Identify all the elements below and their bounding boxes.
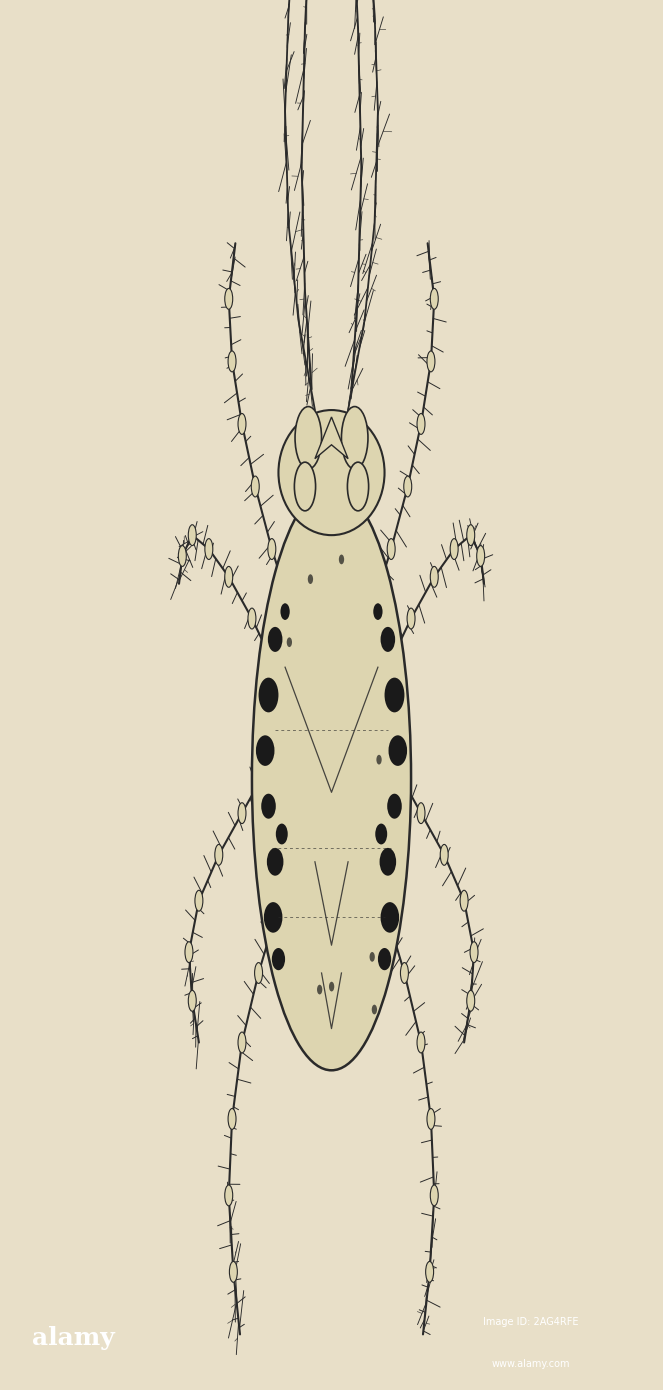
- Ellipse shape: [264, 902, 282, 933]
- Ellipse shape: [385, 677, 404, 713]
- Ellipse shape: [259, 677, 278, 713]
- Ellipse shape: [205, 539, 213, 560]
- Ellipse shape: [369, 952, 375, 962]
- Text: Image ID: 2AG4RFE: Image ID: 2AG4RFE: [483, 1318, 578, 1327]
- Ellipse shape: [440, 845, 448, 865]
- Ellipse shape: [248, 609, 256, 628]
- Ellipse shape: [188, 525, 196, 546]
- Ellipse shape: [215, 845, 223, 865]
- Ellipse shape: [427, 1109, 435, 1129]
- Ellipse shape: [417, 803, 425, 823]
- Ellipse shape: [407, 609, 415, 628]
- Ellipse shape: [341, 407, 368, 470]
- Ellipse shape: [470, 942, 478, 963]
- Ellipse shape: [430, 1184, 438, 1205]
- Ellipse shape: [225, 289, 233, 310]
- Ellipse shape: [467, 990, 475, 1012]
- Ellipse shape: [195, 891, 203, 912]
- Ellipse shape: [280, 603, 290, 620]
- Ellipse shape: [228, 1109, 236, 1129]
- Ellipse shape: [400, 962, 408, 984]
- Ellipse shape: [417, 1031, 425, 1054]
- Ellipse shape: [329, 981, 334, 991]
- Ellipse shape: [387, 539, 395, 560]
- Ellipse shape: [339, 555, 344, 564]
- Ellipse shape: [373, 603, 383, 620]
- Ellipse shape: [255, 962, 263, 984]
- Ellipse shape: [286, 638, 292, 648]
- Ellipse shape: [387, 794, 402, 819]
- Ellipse shape: [267, 848, 283, 876]
- Ellipse shape: [467, 525, 475, 546]
- Ellipse shape: [377, 755, 382, 765]
- Ellipse shape: [372, 1005, 377, 1015]
- Ellipse shape: [225, 1184, 233, 1205]
- Ellipse shape: [229, 1262, 237, 1282]
- Ellipse shape: [238, 803, 246, 823]
- Ellipse shape: [185, 942, 193, 963]
- Ellipse shape: [261, 794, 276, 819]
- Ellipse shape: [426, 1262, 434, 1282]
- Ellipse shape: [477, 546, 485, 567]
- Ellipse shape: [317, 984, 322, 994]
- Ellipse shape: [294, 461, 316, 512]
- Ellipse shape: [252, 486, 411, 1070]
- Ellipse shape: [404, 477, 412, 498]
- Ellipse shape: [188, 990, 196, 1012]
- Ellipse shape: [430, 289, 438, 310]
- Polygon shape: [315, 417, 348, 459]
- Ellipse shape: [238, 414, 246, 434]
- Text: alamy: alamy: [32, 1326, 115, 1350]
- Ellipse shape: [178, 546, 186, 567]
- Text: www.alamy.com: www.alamy.com: [491, 1359, 570, 1369]
- Ellipse shape: [268, 539, 276, 560]
- Ellipse shape: [225, 567, 233, 588]
- Ellipse shape: [276, 823, 288, 845]
- Ellipse shape: [379, 848, 396, 876]
- Ellipse shape: [347, 461, 369, 512]
- Ellipse shape: [427, 352, 435, 373]
- Ellipse shape: [238, 1031, 246, 1054]
- Ellipse shape: [381, 902, 399, 933]
- Ellipse shape: [268, 627, 282, 652]
- Ellipse shape: [450, 539, 458, 560]
- Ellipse shape: [381, 627, 395, 652]
- Ellipse shape: [308, 574, 313, 584]
- Ellipse shape: [389, 735, 407, 766]
- Ellipse shape: [378, 948, 391, 970]
- Ellipse shape: [278, 410, 385, 535]
- Ellipse shape: [460, 891, 468, 912]
- Ellipse shape: [272, 948, 285, 970]
- Ellipse shape: [430, 567, 438, 588]
- Ellipse shape: [251, 477, 259, 498]
- Ellipse shape: [256, 735, 274, 766]
- Ellipse shape: [375, 823, 387, 845]
- Ellipse shape: [417, 414, 425, 434]
- Ellipse shape: [228, 352, 236, 373]
- Ellipse shape: [295, 407, 322, 470]
